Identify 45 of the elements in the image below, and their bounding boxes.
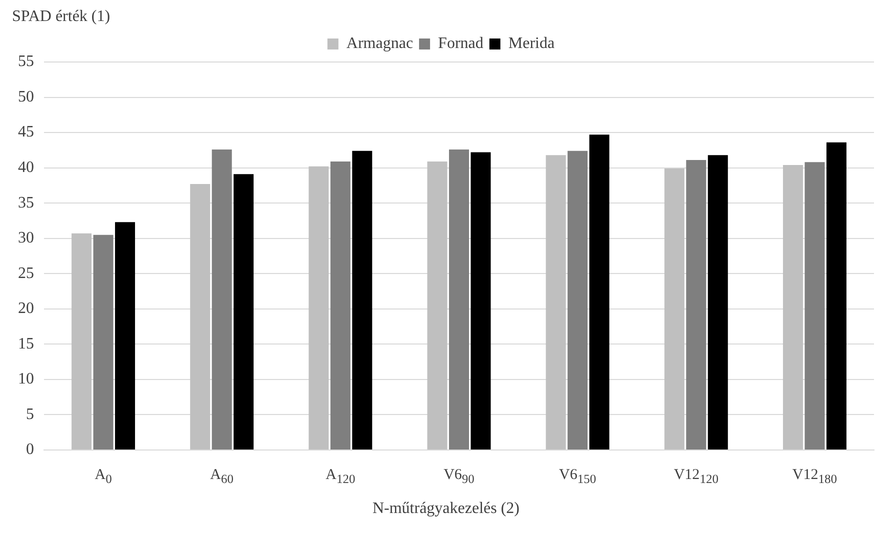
- bar: [308, 166, 329, 450]
- bar: [568, 150, 588, 450]
- y-tick-label: 25: [18, 264, 34, 282]
- x-tick-label: V12$_{120}$: [674, 466, 718, 488]
- legend-label: Merida: [508, 35, 555, 52]
- bar: [115, 222, 136, 450]
- x-tick-label: V6$_{90}$: [444, 466, 474, 488]
- bar: [589, 134, 610, 450]
- bar: [826, 142, 846, 450]
- legend-label: Armagnac: [346, 35, 414, 52]
- bar: [546, 155, 566, 450]
- x-tick-label: V6$_{150}$: [559, 466, 596, 488]
- x-tick-label: A$_{120}$: [326, 466, 356, 488]
- y-tick-label: 20: [18, 300, 34, 318]
- bar: [449, 149, 469, 450]
- bar: [352, 150, 372, 450]
- bar: [93, 234, 114, 450]
- bar: [330, 161, 350, 450]
- y-tick-label: 15: [18, 335, 34, 352]
- x-tick-label: A$_{0}$: [94, 466, 112, 488]
- bar: [470, 152, 491, 450]
- y-tick-label: 10: [18, 370, 34, 388]
- bar: [686, 160, 706, 450]
- bar: [664, 168, 684, 450]
- bar: [804, 162, 825, 450]
- x-tick-label: A$_{60}$: [210, 466, 234, 488]
- bar: [708, 155, 728, 450]
- bar: [234, 174, 254, 450]
- bar: [72, 233, 92, 450]
- bar: [782, 164, 803, 450]
- legend-label: Fornad: [438, 35, 484, 52]
- bar: [190, 184, 210, 450]
- y-tick-label: 5: [26, 406, 34, 423]
- y-tick-label: 35: [18, 194, 34, 212]
- bar: [212, 149, 232, 450]
- y-tick-label: 45: [18, 124, 34, 141]
- x-tick-label: V12$_{180}$: [792, 466, 837, 488]
- x-axis-title: N-műtrágyakezelés (2): [371, 500, 521, 518]
- bar: [427, 161, 448, 450]
- y-tick-label: 30: [18, 230, 34, 247]
- y-tick-label: 55: [18, 53, 34, 70]
- y-axis-title: SPAD érték (1): [11, 8, 112, 27]
- y-tick-label: 0: [26, 441, 34, 458]
- y-tick-label: 40: [18, 159, 34, 176]
- y-tick-label: 50: [18, 88, 34, 106]
